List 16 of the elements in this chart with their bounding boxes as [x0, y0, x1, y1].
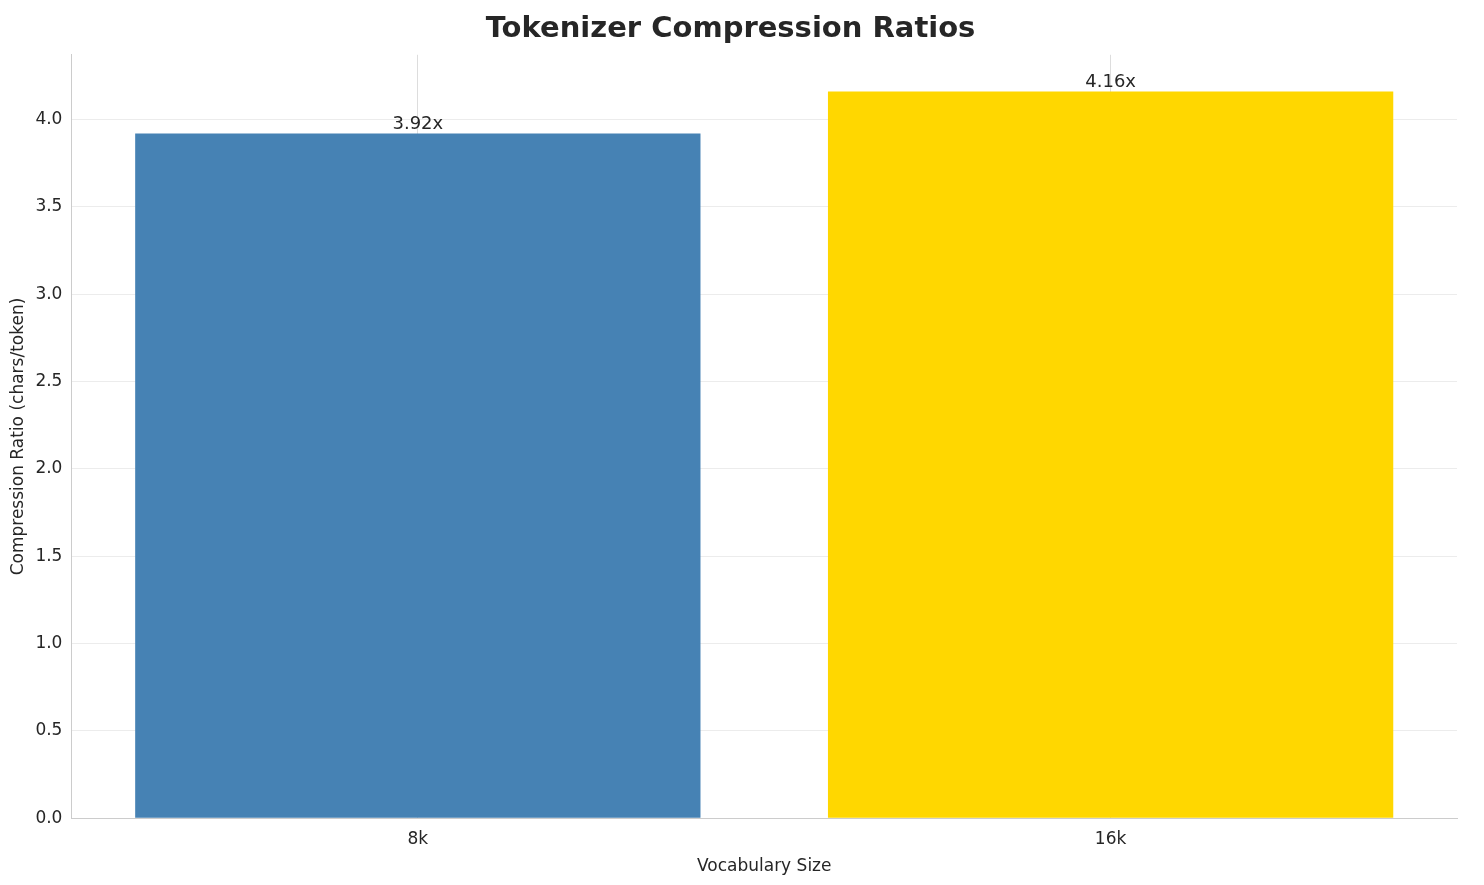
y-tick-label: 4.0: [35, 107, 63, 128]
y-tick-label: 3.5: [35, 195, 63, 216]
chart-title: Tokenizer Compression Ratios: [485, 9, 976, 44]
y-tick-label: 1.0: [35, 631, 63, 652]
y-tick-label: 0.0: [35, 806, 63, 827]
y-tick-label: 2.5: [35, 369, 63, 390]
y-tick-label: 1.5: [35, 544, 63, 565]
y-tick-label: 0.5: [35, 719, 63, 740]
data-label: 4.16x: [1085, 70, 1137, 92]
y-tick-label: 3.0: [35, 282, 63, 303]
data-label: 3.92x: [392, 112, 444, 134]
x-tick-label: 8k: [407, 827, 429, 848]
y-tick-label: 2.0: [35, 457, 63, 478]
x-axis-title: Vocabulary Size: [696, 855, 832, 876]
x-tick-label: 16k: [1094, 827, 1127, 848]
y-axis-title: Compression Ratio (chars/token): [6, 297, 27, 576]
